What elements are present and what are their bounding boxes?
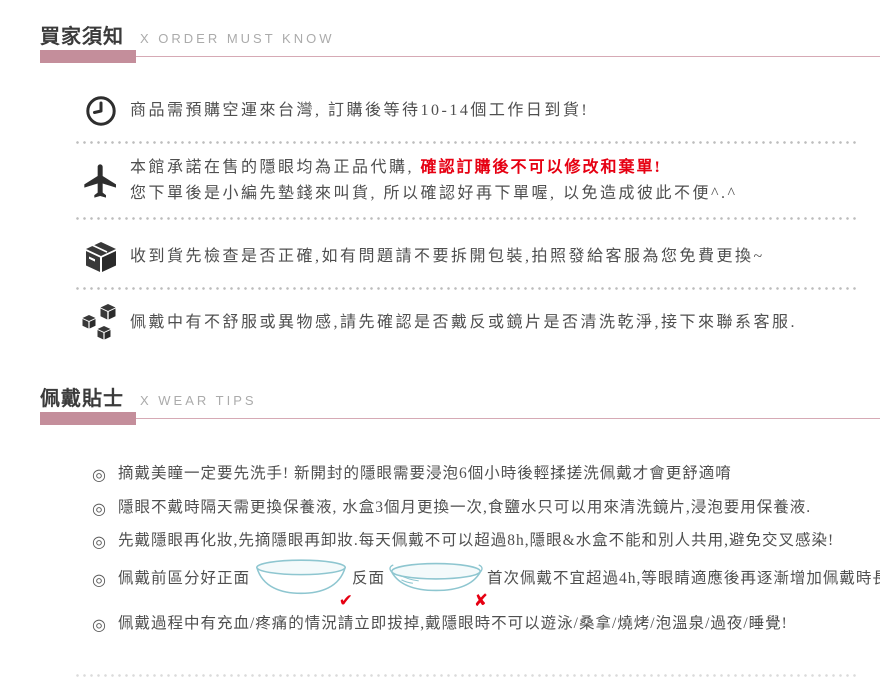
tip-wash-row: ◎ 摘戴美瞳一定要先洗手! 新開封的隱眼需要浸泡6個小時後輕揉搓洗佩戴才會更舒適… xyxy=(92,462,868,486)
tip-orientation-front-text: 佩戴前區分好正面 xyxy=(117,570,250,587)
dotted-separator xyxy=(74,217,856,220)
lens-inverted-icon xyxy=(389,562,483,591)
divider-accent-block xyxy=(40,412,136,425)
shipping-notice-text: 商品需預購空運來台灣, 訂購後等待10-14個工作日到貨! xyxy=(130,102,590,119)
cross-mark: ✘ xyxy=(473,590,488,611)
discomfort-notice-item: 佩戴中有不舒服或異物感,請先確認是否戴反或鏡片是否清洗乾淨,接下來聯系客服. xyxy=(72,298,860,348)
tip-orientation-row: ◎ 佩戴前區分好正面 ✔ 反面 ✘ 首次佩戴不宜超過4h,等眼睛適應後再逐漸增加… xyxy=(92,556,880,611)
dotted-separator xyxy=(74,674,856,677)
dotted-separator xyxy=(74,287,856,290)
lens-correct-icon xyxy=(256,558,346,594)
tip-solution-row: ◎ 隱眼不戴時隔天需更換保養液, 水盒3個月更換一次,食鹽水只可以用來清洗鏡片,… xyxy=(92,496,868,520)
package-box-icon xyxy=(72,239,130,275)
wear-tips-divider xyxy=(40,412,880,425)
authentic-notice-text: 本館承諾在售的隱眼均為正品代購, 確認訂購後不可以修改和棄單! 您下單後是小編先… xyxy=(130,155,738,207)
buyer-notice-title: 買家須知 xyxy=(40,26,124,48)
authentic-alert-text: 確認訂購後不可以修改和棄單! xyxy=(420,159,662,176)
divider-accent-block xyxy=(40,50,136,63)
tip-bullet-icon: ◎ xyxy=(92,531,106,551)
lens-correct-figure: ✔ xyxy=(253,558,353,611)
buyer-notice-divider xyxy=(40,50,880,63)
tip-orientation-rest-text: 首次佩戴不宜超過4h,等眼睛適應後再逐漸增加佩戴時長. xyxy=(487,570,880,587)
shipping-notice-item: 商品需預購空運來台灣, 訂購後等待10-14個工作日到貨! xyxy=(72,92,860,130)
inspect-notice-text: 收到貨先檢查是否正確,如有問題請不要拆開包裝,拍照發給客服為您免費更換~ xyxy=(130,248,765,265)
tip-wash-text: 摘戴美瞳一定要先洗手! 新開封的隱眼需要浸泡6個小時後輕揉搓洗佩戴才會更舒適唷 xyxy=(117,465,732,482)
tip-bullet-icon: ◎ xyxy=(92,569,106,589)
tip-makeup-row: ◎ 先戴隱眼再化妝,先摘隱眼再卸妝.每天佩戴不可以超過8h,隱眼&水盒不能和別人… xyxy=(92,529,868,553)
inspect-notice-item: 收到貨先檢查是否正確,如有問題請不要拆開包裝,拍照發給客服為您免費更換~ xyxy=(72,236,860,278)
authentic-line1-prefix: 本館承諾在售的隱眼均為正品代購, xyxy=(130,159,421,176)
lens-inverted-figure: ✘ xyxy=(388,558,488,611)
wear-tips-title: 佩戴貼士 xyxy=(40,388,124,410)
divider-accent-line xyxy=(136,56,880,57)
wear-tips-header: 佩戴貼士 X WEAR TIPS xyxy=(40,382,257,411)
tip-bullet-icon: ◎ xyxy=(92,614,106,634)
tip-pain-text: 佩戴過程中有充血/疼痛的情況請立即拔掉,戴隱眼時不可以遊泳/桑拿/燒烤/泡溫泉/… xyxy=(117,615,788,632)
buyer-notice-header: 買家須知 X ORDER MUST KNOW xyxy=(40,20,335,49)
tip-pain-row: ◎ 佩戴過程中有充血/疼痛的情況請立即拔掉,戴隱眼時不可以遊泳/桑拿/燒烤/泡溫… xyxy=(92,612,868,636)
clock-icon xyxy=(72,94,130,128)
buyer-notice-subtitle: X ORDER MUST KNOW xyxy=(140,31,335,46)
check-mark: ✔ xyxy=(338,590,353,611)
divider-accent-line xyxy=(136,418,880,419)
discomfort-notice-text: 佩戴中有不舒服或異物感,請先確認是否戴反或鏡片是否清洗乾淨,接下來聯系客服. xyxy=(130,314,798,331)
tip-solution-text: 隱眼不戴時隔天需更換保養液, 水盒3個月更換一次,食鹽水只可以用來清洗鏡片,浸泡… xyxy=(117,499,812,516)
tip-bullet-icon: ◎ xyxy=(92,464,106,484)
authentic-notice-item: 本館承諾在售的隱眼均為正品代購, 確認訂購後不可以修改和棄單! 您下單後是小編先… xyxy=(72,152,860,210)
tip-makeup-text: 先戴隱眼再化妝,先摘隱眼再卸妝.每天佩戴不可以超過8h,隱眼&水盒不能和別人共用… xyxy=(117,532,835,549)
dotted-separator xyxy=(74,141,856,144)
tip-orientation-back-text: 反面 xyxy=(351,570,385,587)
tip-bullet-icon: ◎ xyxy=(92,498,106,518)
wear-tips-subtitle: X WEAR TIPS xyxy=(140,393,257,408)
stacked-boxes-icon xyxy=(72,302,130,344)
authentic-line1: 本館承諾在售的隱眼均為正品代購, 確認訂購後不可以修改和棄單! xyxy=(130,155,738,181)
authentic-line2: 您下單後是小編先墊錢來叫貨, 所以確認好再下單喔, 以免造成彼此不便^.^ xyxy=(130,185,738,202)
airplane-icon xyxy=(72,161,130,201)
